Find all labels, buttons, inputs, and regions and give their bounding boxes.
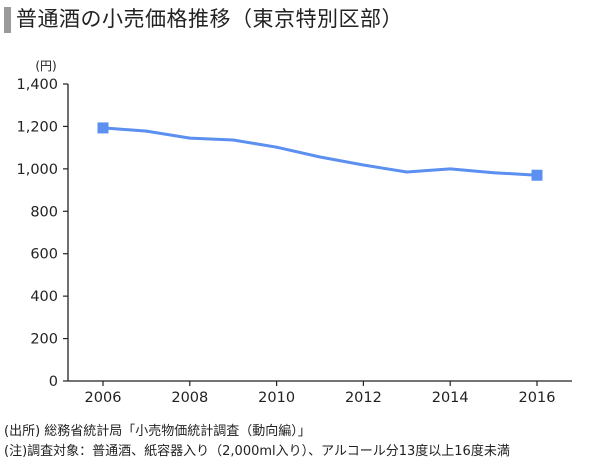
series-line — [101, 126, 539, 177]
data-point — [144, 129, 148, 133]
y-tick-label: 0 — [49, 374, 58, 390]
y-tick-label: 1,000 — [16, 162, 58, 178]
data-point — [275, 145, 279, 149]
chart-title: 普通酒の小売価格推移（東京特別区部） — [16, 7, 403, 31]
data-point-marker — [531, 169, 543, 181]
x-tick-label: 2012 — [345, 390, 382, 406]
line-chart: (円) 0 200 400 600 800 1,000 1,200 1,400 2006 2008 2… — [16, 59, 572, 406]
source-note: (出所) 総務省統計局「小売物価統計調査（動向編）」 — [4, 424, 311, 439]
x-tick-label: 2006 — [85, 390, 122, 406]
y-tick-label: 1,200 — [16, 119, 58, 135]
y-tick-label: 600 — [30, 247, 58, 263]
data-point — [361, 163, 365, 167]
y-unit-label: (円) — [35, 59, 56, 73]
chart-notes: (出所) 総務省統計局「小売物価統計調査（動向編）」 (注)調査対象：普通酒、紙… — [4, 422, 510, 462]
data-point — [231, 138, 235, 142]
y-tick-label: 800 — [30, 204, 58, 220]
x-tick-label: 2010 — [258, 390, 295, 406]
data-point — [492, 171, 496, 175]
x-tick-label: 2008 — [171, 390, 208, 406]
data-point — [188, 136, 192, 140]
y-tick-label: 1,400 — [16, 77, 58, 93]
y-tick-label: 400 — [30, 289, 58, 305]
x-tick-label: 2014 — [432, 390, 469, 406]
data-point — [448, 167, 452, 171]
y-tick-label: 200 — [30, 332, 58, 348]
data-point — [405, 170, 409, 174]
x-tick-label: 2016 — [519, 390, 556, 406]
data-point-marker — [97, 122, 109, 134]
data-point — [318, 155, 322, 159]
title-accent-bar — [4, 7, 11, 33]
footnote: (注)調査対象：普通酒、紙容器入り（2,000ml入り）、アルコール分13度以上… — [4, 444, 510, 459]
